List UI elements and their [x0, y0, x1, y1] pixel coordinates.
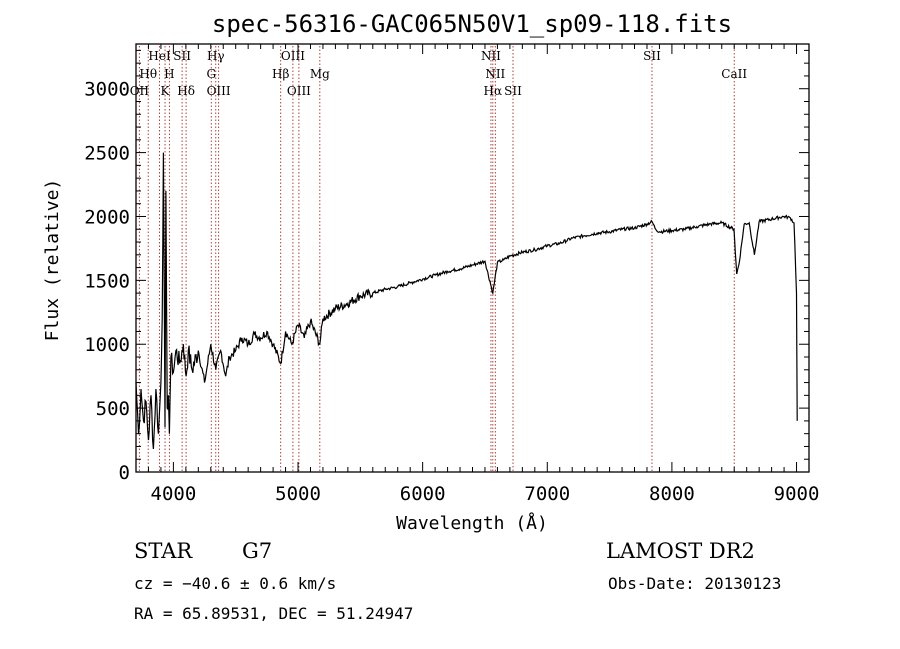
x-axis-ticks: 4000 5000 6000 7000 8000 9000: [135, 44, 820, 505]
object-class: STAR: [134, 539, 193, 563]
observation-date: Obs-Date: 20130123: [608, 574, 782, 593]
spectral-line-label: NII: [485, 67, 505, 81]
spectral-line-label: G: [206, 67, 216, 81]
x-tick-label: 6000: [400, 483, 446, 505]
x-axis-label: Wavelength (Å): [396, 512, 548, 534]
y-tick-label: 3000: [84, 79, 130, 101]
x-tick-label: 8000: [649, 483, 695, 505]
y-axis-label: Flux (relative): [42, 179, 63, 342]
y-tick-label: 1500: [84, 270, 130, 292]
y-tick-label: 1000: [84, 334, 130, 356]
spectral-line-label: Hγ: [207, 49, 225, 63]
spectral-line-label: H: [164, 67, 174, 81]
coordinates: RA = 65.89531, DEC = 51.24947: [134, 604, 414, 623]
spectral-line-label: CaII: [721, 67, 747, 81]
plot-frame: [135, 43, 810, 473]
spectral-line-label: Hδ: [177, 84, 195, 98]
spectral-line-label: K: [161, 84, 171, 98]
y-tick-label: 2000: [84, 206, 130, 228]
x-tick-label: 9000: [774, 483, 820, 505]
y-tick-label: 500: [96, 398, 130, 420]
spectral-line-label: NII: [481, 49, 501, 63]
x-tick-label: 7000: [524, 483, 570, 505]
spectral-line-label: SII: [173, 49, 191, 63]
spectral-line-label: Hθ: [139, 67, 157, 81]
redshift-cz: cz = −40.6 ± 0.6 km/s: [134, 574, 337, 593]
spectral-line-label: Hβ: [272, 67, 289, 81]
spectral-lines: Hθ OII HeI HK SII Hδ Hγ G OIII OIII Hβ OIII Mg NII NII…: [130, 46, 747, 472]
subclass: G7: [242, 539, 273, 563]
chart-title: spec-56316-GAC065N50V1_sp09-118.fits: [212, 10, 732, 38]
spectral-line-label: OIII: [281, 49, 305, 63]
spectral-line-label: Hα: [484, 84, 503, 98]
spectral-line-label: HeI: [148, 49, 171, 63]
y-tick-label: 0: [119, 462, 130, 484]
x-tick-label: 5000: [275, 483, 321, 505]
survey-name: LAMOST DR2: [606, 539, 755, 563]
spectral-line-label: Mg: [310, 67, 330, 81]
spectral-line-label: OIII: [207, 84, 231, 98]
spectral-line-label: SII: [504, 84, 522, 98]
x-tick-label: 4000: [151, 483, 197, 505]
y-axis-ticks: 0 500 1000 1500 2000 2500 3000: [84, 49, 809, 484]
y-tick-label: 2500: [84, 143, 130, 165]
spectral-line-label: OIII: [287, 84, 311, 98]
spectrum-line: [135, 152, 798, 450]
spectral-line-label: OII: [130, 84, 150, 98]
spectral-line-label: SII: [643, 49, 661, 63]
